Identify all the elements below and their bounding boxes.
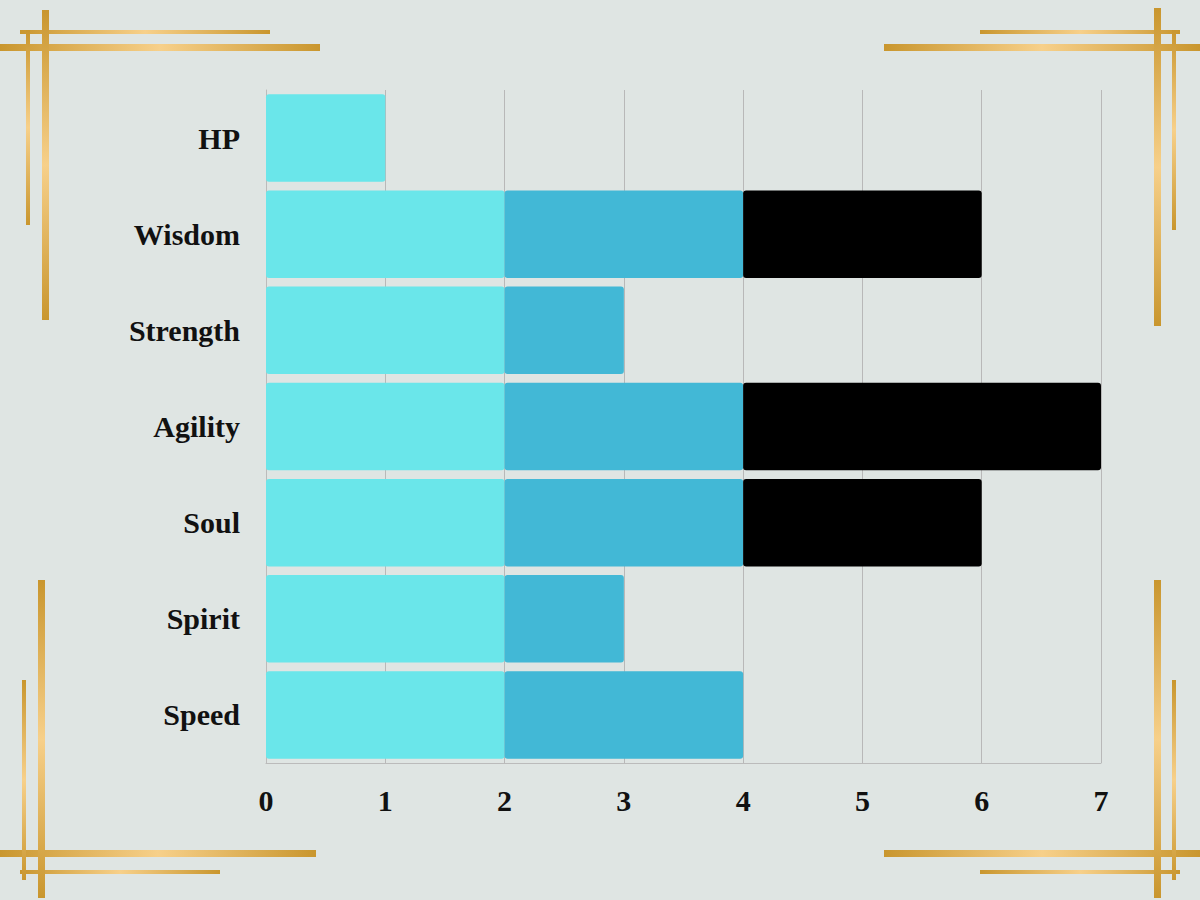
svg-text:0: 0 <box>259 784 274 817</box>
svg-text:3: 3 <box>616 784 631 817</box>
svg-text:Soul: Soul <box>183 506 240 539</box>
svg-text:7: 7 <box>1094 784 1109 817</box>
svg-text:Strength: Strength <box>129 314 240 347</box>
svg-text:6: 6 <box>974 784 989 817</box>
svg-text:1: 1 <box>378 784 393 817</box>
svg-text:Wisdom: Wisdom <box>134 218 240 251</box>
svg-text:2: 2 <box>497 784 512 817</box>
svg-text:HP: HP <box>198 122 240 155</box>
svg-text:5: 5 <box>855 784 870 817</box>
svg-text:4: 4 <box>736 784 751 817</box>
svg-text:Spirit: Spirit <box>167 602 240 635</box>
svg-text:Speed: Speed <box>163 698 240 731</box>
svg-text:Agility: Agility <box>153 410 240 443</box>
